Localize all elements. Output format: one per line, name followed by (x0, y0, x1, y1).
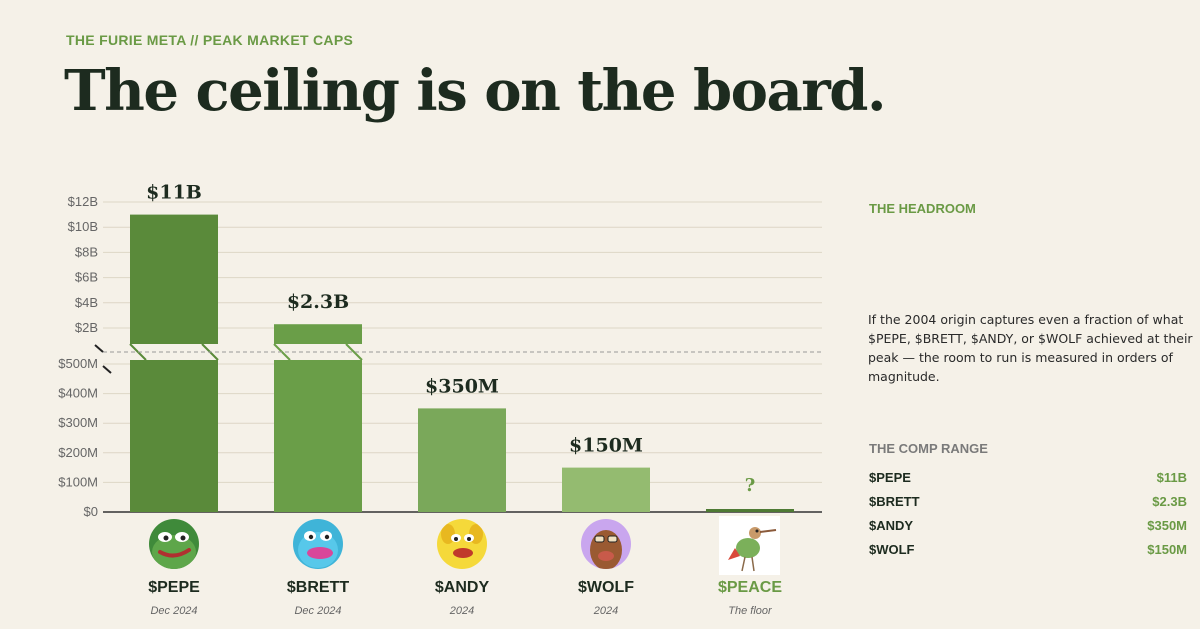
data-label: $350M (425, 375, 499, 397)
data-label: $11B (146, 182, 202, 204)
peace-bird-image (719, 516, 780, 575)
y-tick-label: $100M (58, 474, 98, 489)
y-tick-label: $6B (75, 270, 98, 285)
axis-break-mark (94, 344, 104, 353)
category-label: $WOLF (578, 579, 634, 596)
data-label: $150M (569, 435, 643, 457)
y-tick-label: $500M (58, 356, 98, 371)
comp-name: $ANDY (869, 518, 914, 533)
pepe-frog-avatar (149, 519, 199, 569)
category-label: $PEPE (148, 579, 200, 596)
y-tick-label: $200M (58, 445, 98, 460)
comp-value: $350M (1147, 518, 1187, 533)
brett-blue-avatar (293, 519, 343, 569)
comp-name: $PEPE (869, 470, 911, 485)
wolf-brown-avatar (581, 519, 631, 569)
bar-brett-upper (274, 324, 362, 344)
y-tick-label: $10B (68, 219, 98, 234)
category-label: $ANDY (435, 579, 490, 596)
y-tick-label: $8B (75, 244, 98, 259)
y-tick-label: $400M (58, 386, 98, 401)
eyebrow-label: THE FURIE META // PEAK MARKET CAPS (66, 32, 354, 48)
axis-break-mark (102, 365, 112, 374)
market-cap-chart: $0 $100M $200M $300M $400M $500M $2B $4B $6B $8B $… (58, 182, 822, 617)
y-tick-label: $12B (68, 194, 98, 209)
category-label: $PEACE (718, 579, 782, 596)
comp-row-andy: $ANDY $350M (869, 514, 1187, 538)
comp-name: $BRETT (869, 494, 920, 509)
bar-pepe-lower (130, 360, 218, 512)
category-date: 2024 (593, 605, 618, 617)
category-date: Dec 2024 (150, 605, 197, 617)
data-label: ? (745, 475, 756, 496)
comp-row-wolf: $WOLF $150M (869, 538, 1187, 562)
category-date: The floor (728, 605, 773, 617)
category-date: 2024 (449, 605, 474, 617)
headroom-text: If the 2004 origin captures even a fract… (868, 312, 1193, 384)
bar-andy (418, 408, 506, 512)
headroom-heading: THE HEADROOM (869, 201, 976, 216)
bar-break-slash (345, 343, 363, 361)
page-title: The ceiling is on the board. (64, 58, 886, 124)
bar-wolf (562, 467, 650, 512)
andy-yellow-dog-avatar (437, 519, 487, 569)
comp-value: $2.3B (1152, 494, 1187, 509)
bar-pepe-upper (130, 214, 218, 344)
y-tick-label: $0 (84, 504, 98, 519)
comp-row-brett: $BRETT $2.3B (869, 490, 1187, 514)
comp-range-heading: THE COMP RANGE (869, 441, 988, 456)
bar-peace (706, 509, 794, 512)
category-label: $BRETT (287, 579, 349, 596)
comp-value: $150M (1147, 542, 1187, 557)
bar-brett-lower (274, 360, 362, 512)
comp-row-pepe: $PEPE $11B (869, 466, 1187, 490)
comp-value: $11B (1156, 470, 1187, 485)
comp-range-list: $PEPE $11B $BRETT $2.3B $ANDY $350M $WOL… (869, 466, 1187, 562)
data-label: $2.3B (287, 291, 349, 313)
y-tick-label: $2B (75, 320, 98, 335)
category-date: Dec 2024 (294, 605, 341, 617)
y-tick-label: $4B (75, 295, 98, 310)
comp-name: $WOLF (869, 542, 915, 557)
y-tick-label: $300M (58, 415, 98, 430)
